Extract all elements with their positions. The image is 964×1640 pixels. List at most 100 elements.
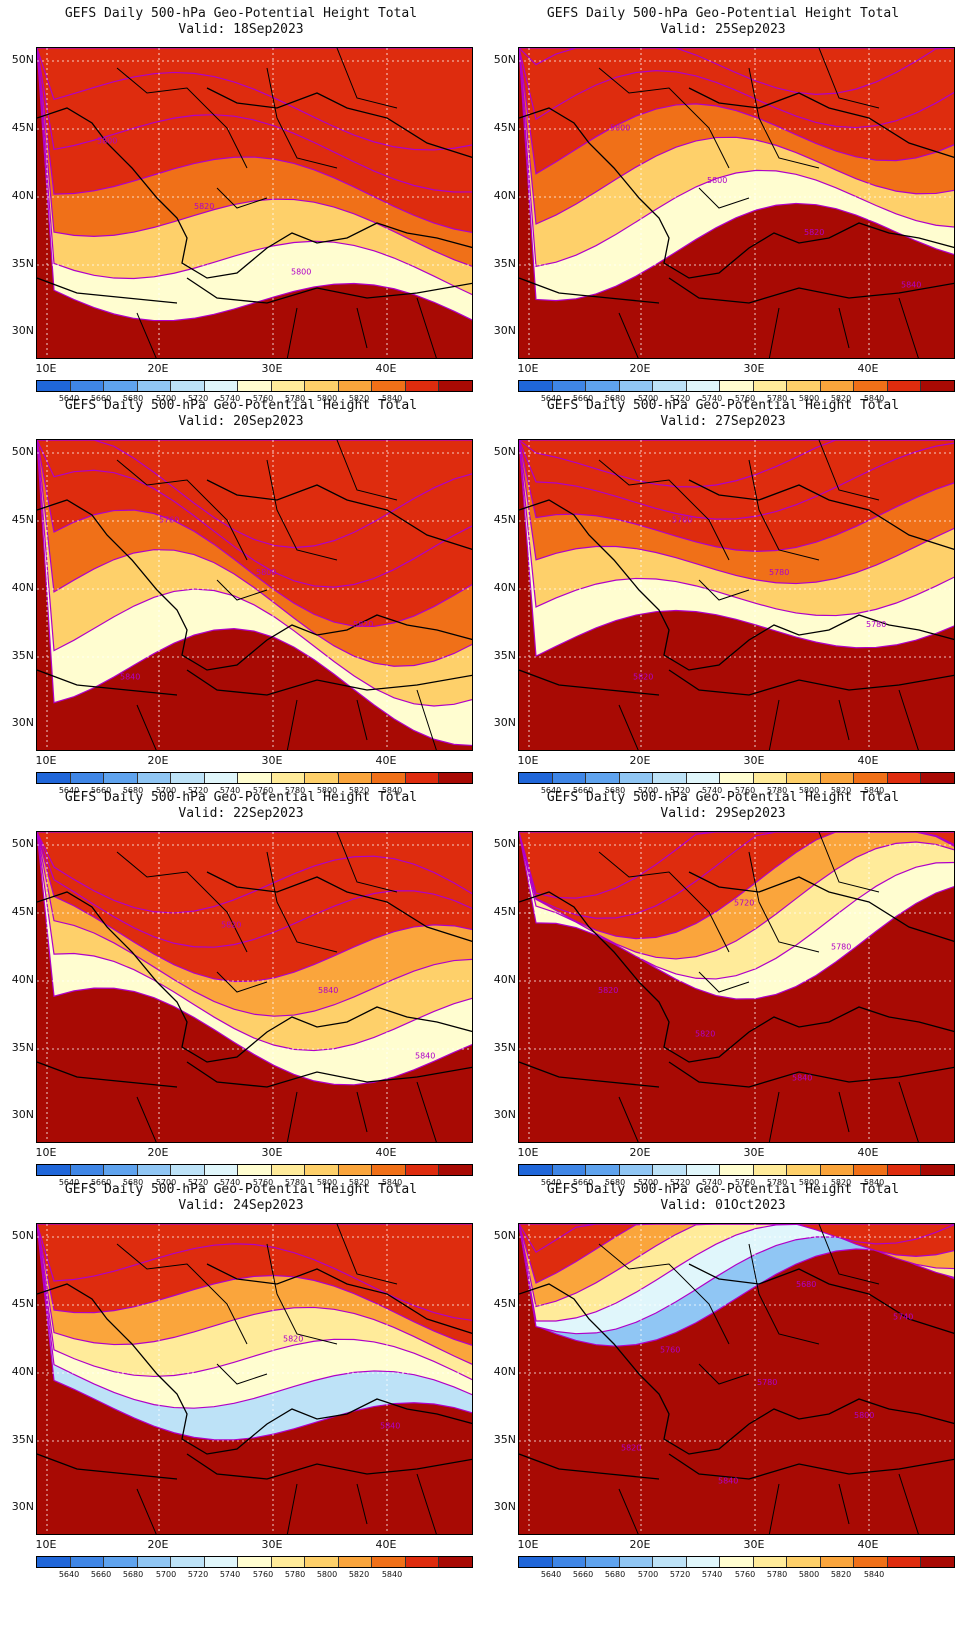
colorbar-swatch [921, 381, 954, 391]
contour-label: 5820 [695, 1030, 715, 1039]
latitude-tick-label: 35N [493, 1433, 516, 1446]
colorbar-swatch [820, 381, 855, 391]
contour-label: 5840 [120, 673, 140, 682]
colorbar-swatch [70, 1165, 105, 1175]
panel-title: GEFS Daily 500-hPa Geo-Potential Height … [64, 6, 418, 21]
latitude-tick-label: 35N [11, 649, 34, 662]
colorbar-swatch [271, 773, 306, 783]
colorbar-label: 5740 [219, 786, 241, 795]
colorbar-swatch [519, 1557, 553, 1567]
colorbar-swatch [238, 773, 272, 783]
colorbar-label: 5720 [187, 394, 209, 403]
colorbar-label: 5720 [669, 394, 691, 403]
colorbar-label: 5720 [187, 1178, 209, 1187]
latitude-tick-label: 30N [493, 1500, 516, 1513]
longitude-tick-label: 30E [261, 1538, 283, 1551]
country-borders [598, 48, 919, 358]
longitude-tick-label: 10E [35, 362, 57, 375]
colorbar-swatch [305, 773, 339, 783]
colorbar-label: 5840 [381, 786, 403, 795]
colorbar-swatch [70, 381, 105, 391]
contour-label: 5720 [734, 899, 754, 908]
colorbar-swatch [753, 1557, 788, 1567]
coastline [37, 87, 472, 304]
colorbar-label: 5640 [540, 394, 562, 403]
colorbar-swatch [753, 773, 788, 783]
latitude-tick-label: 50N [493, 1229, 516, 1242]
map-panel: GEFS Daily 500-hPa Geo-Potential Height … [482, 784, 964, 1194]
colorbar-swatch [137, 381, 172, 391]
colorbar-label: 5800 [316, 786, 338, 795]
latitude-tick-label: 30N [493, 324, 516, 337]
country-borders [598, 1224, 919, 1534]
latitude-tick-label: 30N [11, 1108, 34, 1121]
latitude-tick-label: 45N [493, 905, 516, 918]
colorbar-swatch [137, 1165, 172, 1175]
colorbar-label: 5840 [381, 1178, 403, 1187]
colorbar-label: 5760 [252, 1178, 274, 1187]
colorbar-swatch [338, 1165, 373, 1175]
colorbar-label: 5760 [252, 394, 274, 403]
panel-valid-date: Valid: 18Sep2023 [178, 22, 304, 37]
colorbar-label: 5760 [252, 1570, 274, 1579]
colorbar-label: 5720 [669, 1178, 691, 1187]
map-panel: GEFS Daily 500-hPa Geo-Potential Height … [0, 392, 482, 802]
colorbar-swatch [271, 381, 306, 391]
colorbar-label: 5760 [734, 1570, 756, 1579]
colorbar-label: 5680 [604, 394, 626, 403]
map-panel: GEFS Daily 500-hPa Geo-Potential Height … [482, 392, 964, 802]
colorbar-swatch [305, 381, 339, 391]
colorbar-swatch [787, 773, 821, 783]
latitude-tick-label: 50N [493, 53, 516, 66]
longitude-tick-label: 30E [743, 754, 765, 767]
colorbar-label: 5720 [187, 786, 209, 795]
longitude-tick-label: 30E [743, 362, 765, 375]
height-band [519, 48, 954, 95]
contour-label: 5840 [318, 986, 338, 995]
colorbar-swatch [720, 773, 754, 783]
colorbar-swatch [338, 773, 373, 783]
latitude-tick-label: 40N [11, 581, 34, 594]
latitude-tick-label: 30N [493, 1108, 516, 1121]
height-map: 5820 5840 5840 [36, 831, 473, 1143]
colorbar-label: 5740 [219, 1178, 241, 1187]
map-panel: GEFS Daily 500-hPa Geo-Potential Height … [482, 1176, 964, 1586]
colorbar-label: 5700 [155, 1178, 177, 1187]
colorbar-label: 5760 [734, 1178, 756, 1187]
panel-valid-date: Valid: 22Sep2023 [178, 806, 304, 821]
latitude-tick-label: 35N [493, 257, 516, 270]
longitude-tick-label: 20E [147, 754, 169, 767]
colorbar-swatch [305, 1557, 339, 1567]
panel-title: GEFS Daily 500-hPa Geo-Potential Height … [546, 398, 900, 413]
longitude-tick-label: 20E [147, 1146, 169, 1159]
longitude-tick-label: 10E [35, 754, 57, 767]
colorbar-label: 5780 [284, 394, 306, 403]
panel-title: GEFS Daily 500-hPa Geo-Potential Height … [546, 6, 900, 21]
colorbar-swatch [653, 381, 687, 391]
latitude-tick-label: 35N [11, 1041, 34, 1054]
colorbar-label: 5680 [122, 786, 144, 795]
height-band [37, 1224, 472, 1321]
colorbar-swatch [104, 1557, 138, 1567]
colorbar [518, 1164, 955, 1176]
contour-label: 5760 [159, 515, 179, 524]
colorbar-swatch [552, 773, 587, 783]
latitude-tick-label: 35N [11, 1433, 34, 1446]
colorbar-swatch [171, 1557, 205, 1567]
contour-label: 5840 [415, 1052, 435, 1061]
latitude-tick-label: 45N [493, 121, 516, 134]
country-borders [598, 440, 919, 750]
colorbar-swatch [552, 1165, 587, 1175]
colorbar-swatch [405, 1165, 440, 1175]
coastline [519, 871, 954, 1088]
colorbar-swatch [37, 773, 71, 783]
colorbar-label: 5800 [798, 1178, 820, 1187]
longitude-tick-label: 20E [629, 754, 651, 767]
colorbar-swatch [137, 1557, 172, 1567]
colorbar-swatch [820, 1557, 855, 1567]
colorbar-label: 5820 [348, 1178, 370, 1187]
colorbar-swatch [787, 1557, 821, 1567]
contour-label: 5800 [610, 123, 630, 132]
colorbar-swatch [171, 1165, 205, 1175]
height-map: 5680 5740 5760 5780 5800 5820 5840 [518, 1223, 955, 1535]
